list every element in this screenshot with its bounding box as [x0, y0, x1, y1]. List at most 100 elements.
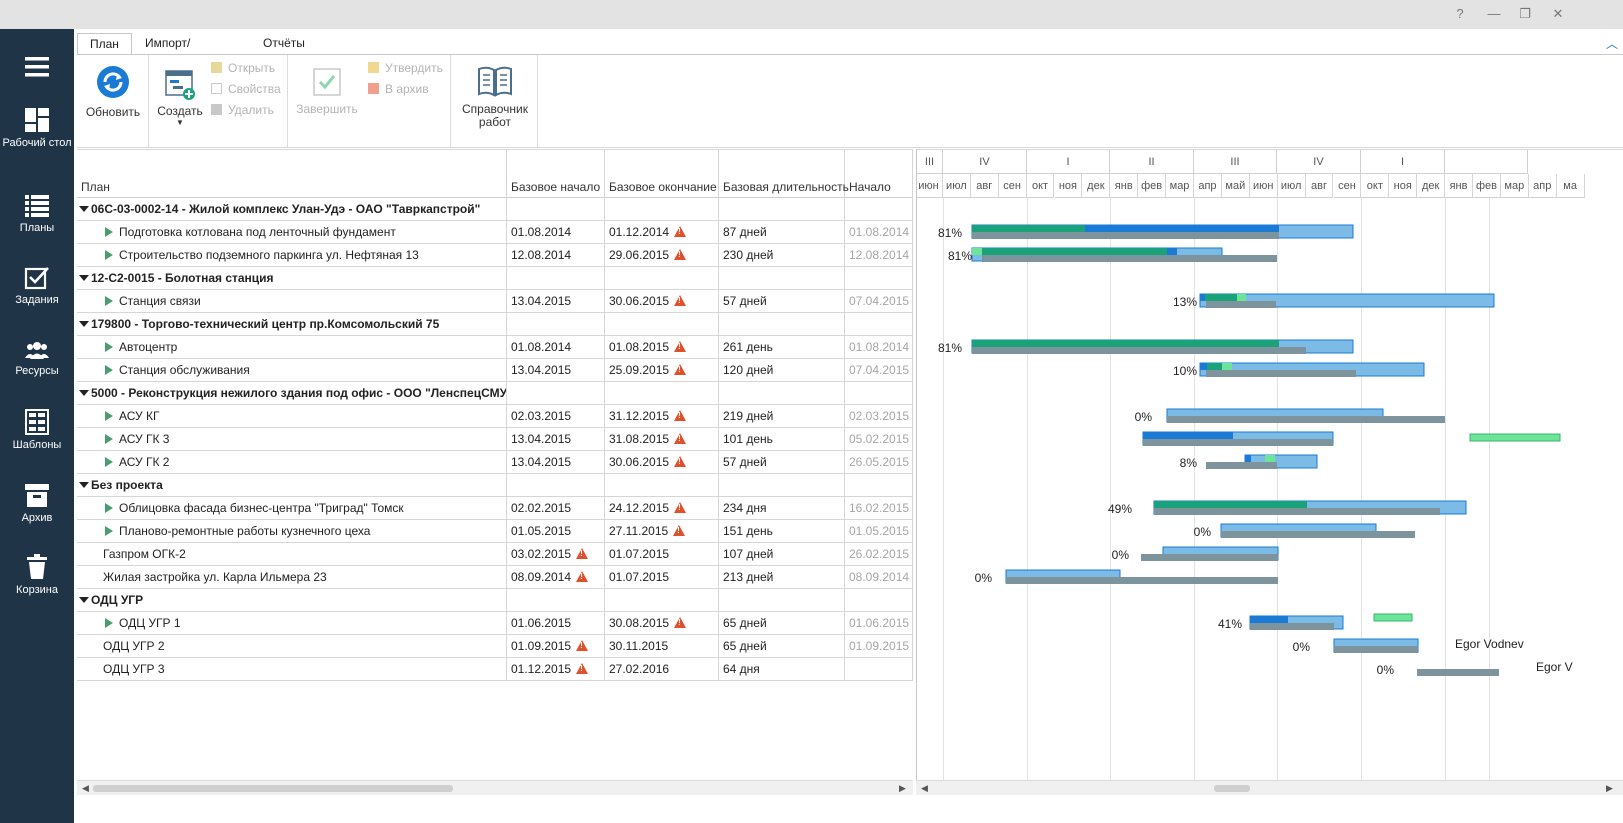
baseline-bar[interactable] — [1250, 623, 1334, 630]
open-button[interactable]: Открыть — [211, 61, 275, 75]
expand-icon[interactable] — [105, 618, 113, 628]
progress-bar[interactable] — [1265, 455, 1275, 462]
progress-bar[interactable] — [1200, 363, 1207, 370]
table-row[interactable]: ОДЦ УГР 2 01.09.2015 30.11.2015 65 дней 01.0… — [77, 635, 913, 658]
approve-button[interactable]: Утвердить — [368, 61, 443, 75]
help-icon[interactable]: ? — [1456, 6, 1464, 21]
progress-bar[interactable] — [972, 340, 1279, 347]
expand-icon[interactable] — [105, 250, 113, 260]
gantt-horizontal-scrollbar[interactable]: ◀ ▶ — [916, 780, 1623, 795]
expand-icon[interactable] — [105, 227, 113, 237]
progress-bar[interactable] — [972, 248, 1167, 255]
grid-horizontal-scrollbar[interactable]: ◀ ▶ — [77, 780, 913, 795]
collapse-icon[interactable] — [79, 390, 89, 396]
minimize-button[interactable]: — — [1487, 6, 1501, 21]
collapse-icon[interactable] — [79, 275, 89, 281]
tab-reports[interactable]: Отчёты — [263, 36, 305, 50]
baseline-bar[interactable] — [982, 255, 1277, 262]
group-row[interactable]: 5000 - Реконструкция нежилого здания под… — [77, 382, 913, 405]
sidebar-item-dashboard[interactable]: Рабочий стол — [0, 107, 74, 150]
table-row[interactable]: Автоцентр 01.08.2014 01.08.2015 261 день 01.… — [77, 336, 913, 359]
expand-icon[interactable] — [105, 296, 113, 306]
collapse-icon[interactable] — [79, 321, 89, 327]
table-row[interactable]: АСУ ГК 3 13.04.2015 31.08.2015 101 день 05.0… — [77, 428, 913, 451]
progress-bar[interactable] — [1143, 432, 1233, 439]
scroll-right-icon[interactable]: ▶ — [1606, 783, 1613, 793]
expand-icon[interactable] — [105, 434, 113, 444]
sidebar-item-tasks[interactable]: Задания — [0, 266, 74, 307]
progress-bar[interactable] — [1200, 294, 1205, 301]
table-row[interactable]: Газпром ОГК-2 03.02.2015 01.07.2015 107 дне… — [77, 543, 913, 566]
table-row[interactable]: Станция обслуживания 13.04.2015 25.09.2015… — [77, 359, 913, 382]
expand-icon[interactable] — [105, 365, 113, 375]
sidebar-item-trash[interactable]: Корзина — [0, 554, 74, 597]
tab-plan[interactable]: План — [77, 33, 132, 55]
to-archive-button[interactable]: В архив — [368, 82, 429, 96]
sidebar-item-plans[interactable]: Планы — [0, 194, 74, 235]
collapse-icon[interactable] — [79, 597, 89, 603]
expand-icon[interactable] — [105, 526, 113, 536]
baseline-bar[interactable] — [1141, 554, 1278, 561]
table-row[interactable]: Подготовка котлована под ленточный фунда… — [77, 221, 913, 244]
scrollbar-thumb[interactable] — [1214, 785, 1250, 792]
scrollbar-thumb[interactable] — [93, 785, 453, 792]
progress-bar[interactable] — [1250, 616, 1288, 623]
baseline-bar[interactable] — [972, 232, 1279, 239]
collapse-ribbon-icon[interactable]: ︿ — [1606, 37, 1619, 51]
baseline-bar[interactable] — [1221, 531, 1415, 538]
group-row[interactable]: Без проекта — [77, 474, 913, 497]
expand-icon[interactable] — [105, 411, 113, 421]
baseline-bar[interactable] — [1206, 462, 1277, 469]
collapse-icon[interactable] — [79, 206, 89, 212]
table-row[interactable]: АСУ КГ 02.03.2015 31.12.2015 219 дней 02.03.… — [77, 405, 913, 428]
baseline-bar[interactable] — [1206, 370, 1356, 377]
baseline-bar[interactable] — [1167, 416, 1445, 423]
baseline-bar[interactable] — [1417, 669, 1499, 676]
close-button[interactable]: ✕ — [1552, 6, 1564, 21]
scroll-right-icon[interactable]: ▶ — [899, 783, 906, 793]
sidebar-item-templates[interactable]: Шаблоны — [0, 409, 74, 452]
collapse-icon[interactable] — [79, 482, 89, 488]
progress-bar[interactable] — [972, 248, 982, 255]
expand-icon[interactable] — [105, 503, 113, 513]
milestone-bar[interactable] — [1373, 613, 1413, 622]
table-row[interactable]: Строительство подземного паркинга ул. Не… — [77, 244, 913, 267]
finish-button[interactable]: Завершить — [292, 67, 362, 116]
group-row[interactable]: 12-С2-0015 - Болотная станция — [77, 267, 913, 290]
create-button[interactable]: Создать ▼ — [155, 69, 205, 128]
group-row[interactable]: 179800 - Торгово-технический центр пр.Ко… — [77, 313, 913, 336]
refresh-button[interactable]: Обновить — [83, 65, 143, 119]
table-row[interactable]: Облицовка фасада бизнес-центра "Триград"… — [77, 497, 913, 520]
baseline-bar[interactable] — [1206, 301, 1276, 308]
table-row[interactable]: АСУ ГК 2 13.04.2015 30.06.2015 57 дней 26.05… — [77, 451, 913, 474]
column-header-plan[interactable]: План — [77, 150, 507, 198]
sidebar-item-resources[interactable]: Ресурсы — [0, 341, 74, 378]
table-row[interactable]: Жилая застройка ул. Карла Ильмера 23 08.0… — [77, 566, 913, 589]
table-row[interactable]: Станция связи 13.04.2015 30.06.2015 57 дней… — [77, 290, 913, 313]
scroll-left-icon[interactable]: ◀ — [921, 783, 928, 793]
column-header-start[interactable]: Начало — [845, 150, 913, 198]
sidebar-item-archive[interactable]: Архив — [0, 482, 74, 525]
expand-icon[interactable] — [105, 342, 113, 352]
column-header-base-start[interactable]: Базовое начало — [507, 150, 605, 198]
baseline-bar[interactable] — [1143, 439, 1333, 446]
table-row[interactable]: ОДЦ УГР 3 01.12.2015 27.02.2016 64 дня — [77, 658, 913, 681]
column-header-base-duration[interactable]: Базовая длительность — [719, 150, 849, 198]
progress-bar[interactable] — [1085, 225, 1279, 232]
table-row[interactable]: Планово-ремонтные работы кузнечного цеха… — [77, 520, 913, 543]
table-row[interactable]: ОДЦ УГР 1 01.06.2015 30.08.2015 65 дней 01.0… — [77, 612, 913, 635]
progress-bar[interactable] — [1167, 248, 1177, 255]
expand-icon[interactable] — [105, 457, 113, 467]
baseline-bar[interactable] — [1006, 577, 1278, 584]
milestone-bar[interactable] — [1469, 433, 1561, 442]
progress-bar[interactable] — [1205, 294, 1237, 301]
scroll-left-icon[interactable]: ◀ — [82, 783, 89, 793]
sidebar-menu[interactable] — [0, 55, 74, 79]
progress-bar[interactable] — [1245, 455, 1251, 462]
progress-bar[interactable] — [1222, 363, 1232, 370]
baseline-bar[interactable] — [1154, 508, 1440, 515]
reference-button[interactable]: Справочник работ — [455, 65, 535, 129]
restore-button[interactable]: ❐ — [1519, 6, 1531, 21]
baseline-bar[interactable] — [972, 347, 1306, 354]
group-row[interactable]: 06С-03-0002-14 - Жилой комплекс Улан-Удэ… — [77, 198, 913, 221]
